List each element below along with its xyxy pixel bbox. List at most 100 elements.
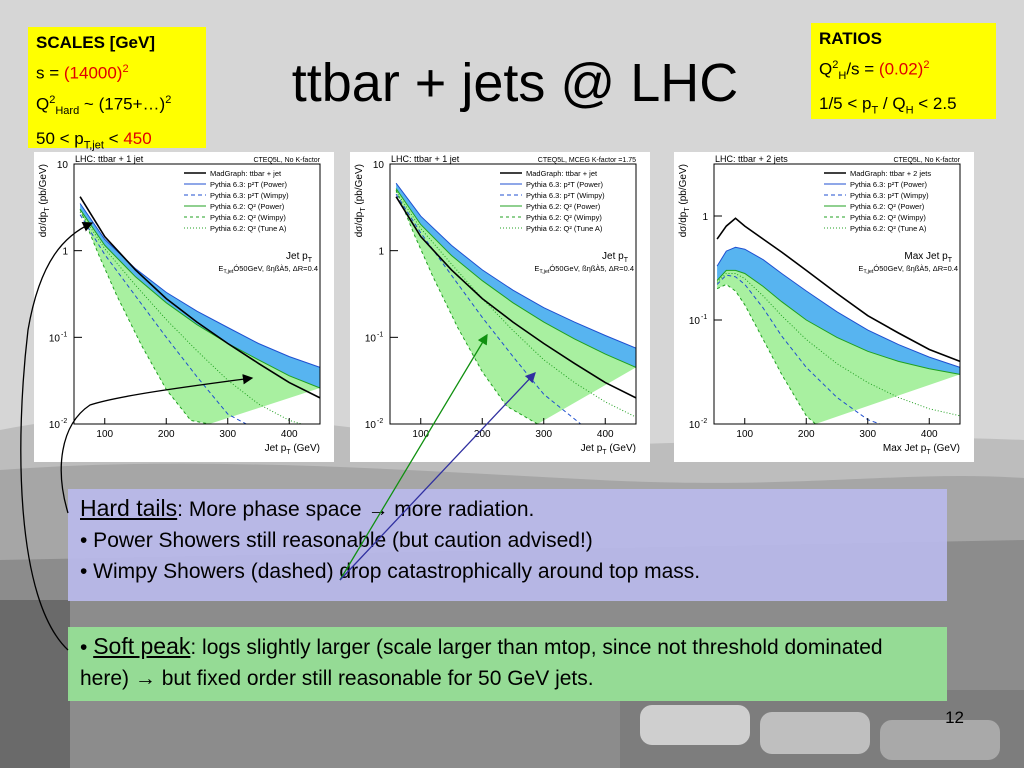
power-band bbox=[80, 203, 320, 388]
series-pythia62-tuneA bbox=[395, 191, 637, 418]
chart-corner-note: CTEQ5L, MCEG K-factor =1.75 bbox=[538, 157, 636, 164]
scales-line-pt: 50 < pT,jet < 450 bbox=[36, 128, 152, 152]
legend-entry: Pythia 6.3: p²T (Power) bbox=[850, 180, 927, 189]
y-tick-label: 10 bbox=[49, 333, 61, 344]
observable-label: Jet pT bbox=[286, 251, 313, 264]
chart-panel-1: 100 200 300 400 10 1 10 -1 10 -2 LHC: ttbar + 1 je… bbox=[34, 152, 334, 462]
legend-entry: MadGraph: ttbar + jet bbox=[210, 169, 282, 178]
x-tick-label: 100 bbox=[96, 429, 113, 440]
y-tick-exponent: -1 bbox=[701, 314, 707, 321]
cuts-label: ET,jetÓ50GeV, ßηßÀ5, ΔR=0.4 bbox=[858, 264, 958, 275]
y-axis-label: dσ/dpT (pb/GeV) bbox=[38, 164, 51, 237]
y-tick-exponent: -2 bbox=[61, 418, 67, 425]
series-pythia63-power bbox=[79, 203, 321, 368]
observable-label: Max Jet pT bbox=[904, 251, 952, 264]
chart-corner-note: CTEQ5L, No K-factor bbox=[253, 157, 320, 164]
series-madgraph bbox=[395, 196, 637, 399]
y-tick-label: 10 bbox=[365, 420, 377, 431]
green-band bbox=[717, 270, 960, 424]
series-pythia62-power bbox=[395, 188, 637, 368]
legend-entry: Pythia 6.2: Q² (Power) bbox=[210, 202, 285, 211]
series-madgraph bbox=[716, 217, 961, 363]
legend-entry: Pythia 6.2: Q² (Wimpy) bbox=[526, 213, 602, 222]
chart-title: LHC: ttbar + 1 jet bbox=[391, 154, 460, 164]
y-tick-label: 10 bbox=[49, 420, 61, 431]
x-tick-label: 100 bbox=[736, 429, 753, 440]
legend-entry: Pythia 6.2: Q² (Power) bbox=[526, 202, 601, 211]
hard-tails-note: Hard tails: More phase space → more radi… bbox=[68, 489, 947, 601]
legend-entry: Pythia 6.2: Q² (Tune A) bbox=[210, 224, 287, 233]
power-band bbox=[396, 183, 636, 368]
cuts-label: ET,jetÓ50GeV, ßηßÀ5, ΔR=0.4 bbox=[534, 264, 634, 275]
x-tick-label: 200 bbox=[158, 429, 175, 440]
y-tick-exponent: -2 bbox=[701, 418, 707, 425]
series-pythia62-wimpy bbox=[395, 189, 538, 425]
x-tick-label: 400 bbox=[597, 429, 614, 440]
legend-entry: Pythia 6.3: p²T (Wimpy) bbox=[210, 191, 289, 200]
y-tick-exponent: -1 bbox=[61, 331, 67, 338]
x-tick-label: 200 bbox=[474, 429, 491, 440]
plot-frame bbox=[713, 163, 961, 425]
ratios-line-q2: Q2H/s = (0.02)2 bbox=[819, 59, 930, 83]
series-pythia62-power bbox=[79, 209, 321, 389]
right-arrow-icon: → bbox=[367, 498, 389, 521]
y-tick-label: 10 bbox=[689, 316, 701, 327]
legend-entry: Pythia 6.2: Q² (Wimpy) bbox=[850, 213, 926, 222]
cuts-label: ET,jetÓ50GeV, ßηßÀ5, ΔR=0.4 bbox=[218, 264, 318, 275]
y-axis-label: dσ/dpT (pb/GeV) bbox=[678, 164, 691, 237]
series-pythia63-power bbox=[716, 246, 961, 368]
series-pythia62-wimpy bbox=[79, 209, 210, 425]
scales-line-s: s = (14000)2 bbox=[36, 63, 129, 83]
scales-heading: SCALES [GeV] bbox=[36, 33, 156, 52]
y-tick-label: 10 bbox=[689, 420, 701, 431]
x-tick-label: 300 bbox=[859, 429, 876, 440]
slide-title: ttbar + jets @ LHC bbox=[291, 53, 739, 113]
legend-entry: Pythia 6.3: p²T (Power) bbox=[210, 180, 287, 189]
chart-panel-3: 100 200 300 400 1 10 -1 10 -2 LHC: ttbar + 2 jets… bbox=[674, 152, 974, 462]
x-tick-label: 300 bbox=[219, 429, 236, 440]
page-number: 12 bbox=[945, 708, 964, 727]
right-arrow-icon: → bbox=[134, 667, 156, 690]
y-tick-label: 10 bbox=[365, 333, 377, 344]
ratios-heading: RATIOS bbox=[819, 29, 882, 48]
series-pythia62-tuneA bbox=[79, 211, 302, 425]
legend-entry: Pythia 6.3: p²T (Wimpy) bbox=[526, 191, 605, 200]
series-madgraph bbox=[79, 196, 321, 399]
x-tick-label: 300 bbox=[535, 429, 552, 440]
legend-entry: Pythia 6.3: p²T (Power) bbox=[526, 180, 603, 189]
chart-title: LHC: ttbar + 1 jet bbox=[75, 154, 144, 164]
power-band bbox=[717, 247, 960, 375]
x-tick-label: 400 bbox=[921, 429, 938, 440]
scales-box: SCALES [GeV] s = (14000)2 Q2Hard ~ (175+… bbox=[28, 27, 206, 151]
x-tick-label: 200 bbox=[798, 429, 815, 440]
x-axis-label: Jet pT (GeV) bbox=[265, 443, 320, 456]
y-tick-exponent: -1 bbox=[377, 331, 383, 338]
legend-entry: Pythia 6.2: Q² (Wimpy) bbox=[210, 213, 286, 222]
y-tick-label: 10 bbox=[373, 160, 385, 171]
scales-line-q2: Q2Hard ~ (175+…)2 bbox=[36, 93, 172, 117]
soft-peak-text: • Soft peak: logs slightly larger (scale… bbox=[80, 633, 883, 690]
series-pythia63-power bbox=[395, 182, 637, 349]
ratios-box: RATIOS Q2H/s = (0.02)2 1/5 < pT / QH < 2… bbox=[811, 23, 996, 119]
x-tick-label: 100 bbox=[412, 429, 429, 440]
observable-label: Jet pT bbox=[602, 251, 629, 264]
chart-corner-note: CTEQ5L, No K-factor bbox=[893, 157, 960, 164]
hard-tails-bullet2: • Wimpy Showers (dashed) drop catastroph… bbox=[80, 560, 701, 583]
series-pythia62-power bbox=[716, 269, 961, 375]
x-tick-label: 400 bbox=[281, 429, 298, 440]
series-pythia63-wimpy bbox=[395, 193, 582, 425]
hard-tails-line1: Hard tails: More phase space → more radi… bbox=[80, 495, 535, 521]
x-axis-label: Max Jet pT (GeV) bbox=[883, 443, 960, 456]
x-axis-label: Jet pT (GeV) bbox=[581, 443, 636, 456]
legend-entry: Pythia 6.2: Q² (Power) bbox=[850, 202, 925, 211]
green-band bbox=[80, 209, 320, 424]
y-tick-label: 1 bbox=[378, 247, 384, 258]
ratios-line-pt: 1/5 < pT / QH < 2.5 bbox=[819, 94, 957, 117]
chart-panel-2: 100 200 300 400 10 1 10 -1 10 -2 LHC: ttbar + 1 je… bbox=[350, 152, 650, 462]
hard-tails-bullet1: • Power Showers still reasonable (but ca… bbox=[80, 529, 593, 552]
legend-entry: Pythia 6.2: Q² (Tune A) bbox=[526, 224, 603, 233]
legend-entry: Pythia 6.2: Q² (Tune A) bbox=[850, 224, 927, 233]
legend-entry: MadGraph: ttbar + 2 jets bbox=[850, 169, 931, 178]
